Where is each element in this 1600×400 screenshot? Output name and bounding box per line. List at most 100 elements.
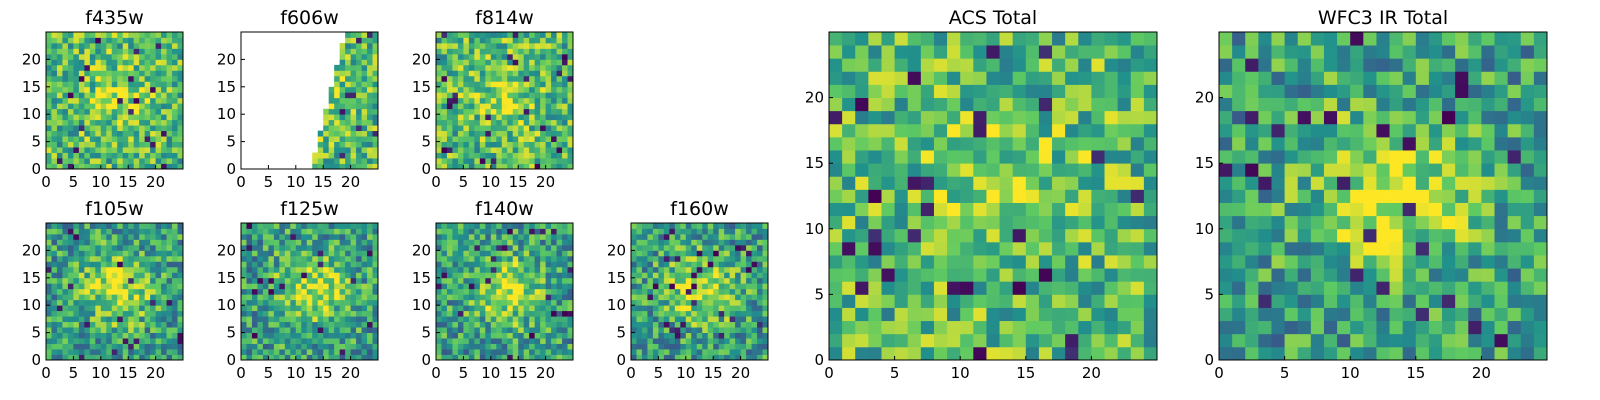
heatmap-cell	[372, 97, 379, 104]
heatmap-cell	[89, 239, 96, 246]
heatmap-cell	[855, 294, 869, 308]
heatmap-cell	[674, 272, 681, 279]
heatmap-cell	[128, 75, 135, 82]
x-tick-label: 10	[286, 173, 305, 191]
heatmap-cell	[960, 281, 974, 295]
heatmap-cell	[100, 305, 107, 312]
heatmap-cell	[89, 158, 96, 164]
heatmap-cell	[111, 272, 118, 279]
heatmap-cell	[268, 250, 275, 257]
heatmap-cell	[56, 158, 63, 164]
heatmap-cell	[1038, 58, 1053, 72]
heatmap-cell	[1078, 228, 1092, 243]
heatmap-cell	[84, 70, 91, 77]
heatmap-cell	[361, 81, 368, 88]
heatmap-cell	[1025, 176, 1040, 190]
heatmap-cell	[973, 241, 987, 256]
heatmap-cell	[100, 152, 107, 159]
heatmap-cell	[920, 268, 935, 282]
heatmap-cell	[177, 310, 184, 317]
heatmap-cell	[562, 316, 568, 323]
heatmap-cell	[474, 233, 481, 240]
heatmap-cell	[1104, 268, 1119, 282]
heatmap-cell	[150, 147, 156, 153]
heatmap-cell	[56, 103, 63, 110]
heatmap-cell	[529, 316, 536, 323]
heatmap-cell	[501, 64, 508, 71]
heatmap-cell	[501, 114, 508, 121]
heatmap-cell	[1065, 163, 1079, 177]
heatmap-cell	[1065, 136, 1079, 151]
heatmap-cell	[485, 316, 492, 323]
heatmap-cell	[144, 37, 151, 44]
heatmap-cell	[479, 283, 486, 290]
heatmap-cell	[713, 250, 720, 257]
heatmap-cell	[295, 294, 302, 301]
heatmap-cell	[529, 343, 536, 350]
heatmap-cell	[1038, 255, 1053, 269]
heatmap-cell	[1245, 294, 1259, 308]
heatmap-cell	[545, 81, 552, 88]
heatmap-cell	[540, 114, 546, 121]
heatmap-cell	[312, 255, 319, 262]
heatmap-cell	[177, 97, 184, 104]
heatmap-cell	[485, 321, 492, 328]
heatmap-cell	[540, 316, 546, 323]
heatmap-cell	[707, 223, 714, 229]
heatmap-cell	[306, 349, 313, 355]
heatmap-cell	[556, 32, 563, 38]
heatmap-cell	[636, 255, 643, 262]
heatmap-cell	[295, 343, 302, 350]
heatmap-cell	[312, 223, 319, 229]
heatmap-cell	[95, 32, 102, 38]
heatmap-cell	[556, 272, 563, 279]
heatmap-cell	[1468, 255, 1482, 269]
heatmap-cell	[257, 250, 264, 257]
heatmap-cell	[457, 310, 464, 317]
heatmap-cell	[855, 268, 869, 282]
heatmap-cell	[691, 223, 698, 229]
heatmap-cell	[446, 75, 453, 82]
heatmap-cell	[1065, 281, 1079, 295]
heatmap-cell	[452, 125, 459, 132]
heatmap-cell	[323, 299, 330, 306]
heatmap-cell	[62, 70, 69, 77]
heatmap-cell	[669, 354, 676, 361]
heatmap-cell	[139, 233, 146, 240]
heatmap-cell	[973, 228, 987, 243]
heatmap-cell	[1376, 333, 1390, 348]
heatmap-cell	[139, 130, 146, 137]
heatmap-cell	[301, 349, 308, 355]
heatmap-cell	[474, 136, 481, 142]
heatmap-cell	[446, 239, 453, 246]
heatmap-cell	[652, 233, 659, 240]
heatmap-cell	[468, 338, 475, 344]
heatmap-cell	[111, 42, 118, 49]
heatmap-cell	[139, 119, 146, 126]
heatmap-cell	[452, 75, 459, 82]
heatmap-cell	[323, 228, 330, 235]
heatmap-cell	[78, 338, 85, 344]
heatmap-cell	[62, 321, 69, 328]
heatmap-cell	[512, 228, 519, 235]
heatmap-cell	[647, 244, 654, 251]
heatmap-cell	[485, 42, 492, 49]
heatmap-cell	[529, 119, 536, 126]
heatmap-cell	[172, 158, 178, 164]
heatmap-cell	[556, 97, 563, 104]
heatmap-cell	[452, 130, 459, 137]
heatmap-cell	[155, 233, 162, 240]
heatmap-cell	[84, 108, 91, 115]
heatmap-cell	[295, 255, 302, 262]
heatmap-cell	[868, 176, 882, 190]
heatmap-cell	[707, 332, 714, 339]
heatmap-cell	[246, 343, 253, 350]
heatmap-cell	[73, 48, 80, 55]
heatmap-cell	[350, 163, 357, 170]
heatmap-cell	[479, 130, 486, 137]
heatmap-cell	[551, 147, 557, 153]
heatmap-cell	[1065, 58, 1079, 72]
heatmap-cell	[251, 354, 258, 361]
heatmap-cell	[111, 75, 118, 82]
heatmap-cell	[691, 316, 698, 323]
